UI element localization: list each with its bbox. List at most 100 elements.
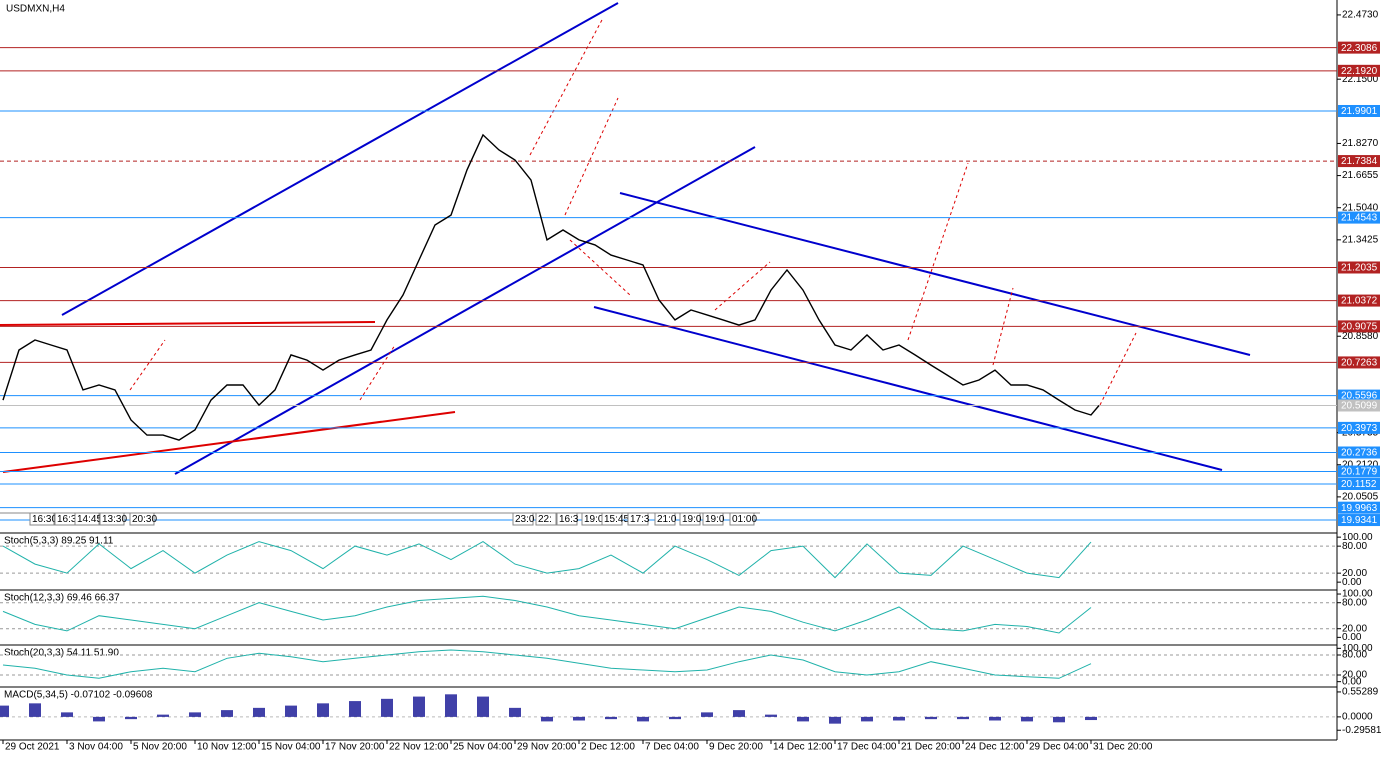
tag-box (1338, 478, 1380, 491)
macd-bar (29, 703, 41, 717)
price-level-label: 20.3973 (1341, 423, 1378, 434)
x-tick-label: 29 Dec 04:00 (1029, 742, 1089, 753)
price-level-tag: 20.1152 (1338, 478, 1380, 490)
macd-bar (829, 716, 841, 724)
macd-bar (925, 716, 937, 720)
price-level-label: 21.4543 (1341, 213, 1378, 224)
price-level-label: 21.2035 (1341, 263, 1378, 274)
drawings (0, 0, 1338, 741)
price-level-tag: 21.0372 (1338, 294, 1380, 307)
indicator-title: Stoch(5,3,3) 89.25 91.11 (4, 536, 114, 547)
macd-bar (989, 716, 1001, 721)
macd-bar (861, 716, 873, 722)
y-tick-label: -0.29581 (1342, 725, 1382, 736)
macd-bar (669, 716, 681, 720)
time-marker-box (654, 512, 676, 526)
time-marker-box (627, 512, 649, 526)
macd-bar (797, 716, 809, 722)
time-marker: 17:3 (630, 514, 650, 525)
y-tick-label: 0.00 (1342, 632, 1362, 643)
macd-bar (1085, 716, 1097, 721)
time-marker-box (129, 512, 155, 526)
time-marker: 01:00 (732, 514, 757, 525)
arrows (129, 17, 1137, 406)
price-level-label: 20.2736 (1341, 448, 1378, 459)
tag-box (1338, 211, 1380, 224)
time-marker-box (702, 512, 724, 526)
tag-box (1338, 446, 1380, 459)
macd-bar (285, 705, 297, 717)
symbol-title: USDMXN,H4 (6, 4, 65, 15)
tag-box (1338, 155, 1380, 168)
time-marker: 21:0 (657, 514, 677, 525)
macd-bar (93, 716, 105, 722)
indicator-title: Stoch(20,3,3) 54.11 51.90 (4, 648, 119, 659)
price-level-tag: 20.3973 (1338, 421, 1380, 434)
time-marker-box (535, 512, 557, 526)
price-level-tag: 19.9341 (1338, 514, 1380, 526)
tag-box (1338, 514, 1380, 527)
time-marker-box (99, 512, 125, 526)
price-level-label: 20.5099 (1341, 401, 1378, 412)
y-tick-label: 0.55289 (1342, 687, 1379, 698)
y-tick-label: 80.00 (1342, 650, 1367, 661)
price-level-label: 19.9963 (1341, 503, 1378, 514)
x-tick-label: 22 Nov 12:00 (389, 742, 449, 753)
time-marker: 16:30 (32, 514, 57, 525)
price-level-tag: 20.5596 (1338, 389, 1380, 402)
macd-bar (445, 694, 457, 717)
price-level-tag: 22.3086 (1338, 41, 1380, 54)
tag-box (1338, 261, 1380, 274)
macd-bar (701, 712, 713, 717)
macd-bar (221, 710, 233, 717)
trend-line (619, 192, 1251, 356)
x-tick-label: 17 Nov 20:00 (325, 742, 385, 753)
time-marker: 19:0 (705, 514, 725, 525)
tag-box (1338, 501, 1380, 514)
tag-box (1338, 399, 1380, 412)
time-marker-box (29, 512, 55, 526)
indicator-title: Stoch(12,3,3) 69.46 66.37 (4, 593, 120, 604)
tag-box (1338, 320, 1380, 333)
y-tick-label: 20.00 (1342, 670, 1367, 681)
trend-line (2, 411, 456, 473)
trend-line (593, 306, 1223, 471)
indicator-title: MACD(5,34,5) -0.07102 -0.09608 (4, 690, 153, 701)
stoch-line (2, 595, 1092, 634)
y-tick-label: 21.6655 (1342, 170, 1379, 181)
price-level-label: 22.3086 (1341, 43, 1378, 54)
macd-bar (541, 716, 553, 722)
macd-bar (1053, 716, 1065, 723)
time-marker: 13:30 (102, 514, 127, 525)
x-tick-label: 5 Nov 20:00 (133, 742, 187, 753)
price-level-label: 20.9075 (1341, 322, 1378, 333)
tag-box (1338, 104, 1380, 117)
price-level-label: 20.7263 (1341, 358, 1378, 369)
time-marker-box (512, 512, 534, 526)
macd-bar (637, 716, 649, 722)
price-level-tag: 22.1920 (1338, 64, 1380, 77)
price-line (2, 133, 1100, 441)
x-tick-label: 10 Nov 12:00 (197, 742, 257, 753)
macd-bar (765, 714, 777, 717)
y-tick-label: 20.00 (1342, 568, 1367, 579)
macd-bar (573, 716, 585, 721)
x-tick-label: 7 Dec 04:00 (645, 742, 699, 753)
x-tick-label: 21 Dec 20:00 (901, 742, 961, 753)
price-level-label: 21.7384 (1341, 156, 1378, 167)
price-level-label: 20.5596 (1341, 391, 1378, 402)
macd-bar (509, 707, 521, 717)
y-tick-label: 20.00 (1342, 623, 1367, 634)
time-marker: 16:3 (57, 514, 77, 525)
macd-bar (957, 716, 969, 720)
price-level-tag: 20.1779 (1338, 465, 1380, 478)
x-tick-label: 29 Oct 2021 (5, 742, 60, 753)
time-marker: 23:0 (515, 514, 535, 525)
x-tick-label: 24 Dec 12:00 (965, 742, 1025, 753)
time-marker-box (74, 512, 100, 526)
y-tick-label: 100.00 (1342, 643, 1373, 654)
tag-box (1338, 465, 1380, 478)
time-marker: 14:45 (77, 514, 102, 525)
y-tick-label: 100.00 (1342, 589, 1373, 600)
